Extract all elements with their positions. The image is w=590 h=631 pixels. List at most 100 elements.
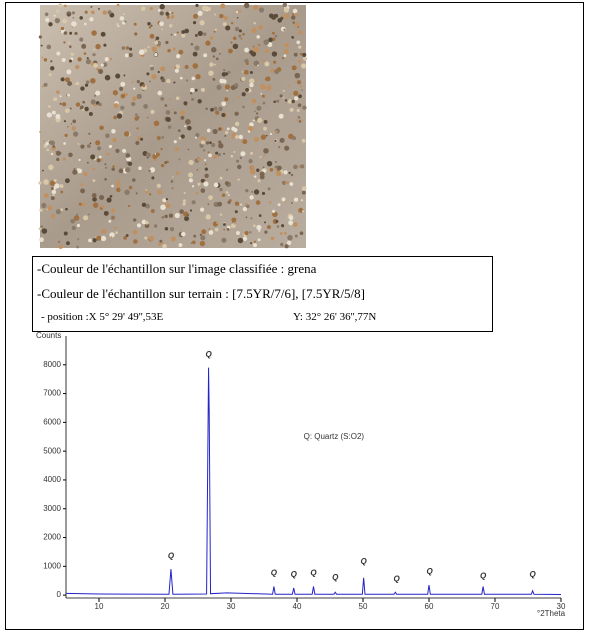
pebble [104, 178, 107, 181]
pebble [149, 236, 154, 241]
pebble [205, 167, 208, 170]
pebble [61, 77, 65, 81]
pebble [123, 75, 125, 77]
pebble [233, 44, 239, 50]
pebble [250, 152, 253, 155]
pebble [183, 199, 186, 202]
pebble [63, 158, 66, 161]
y-tick-label: 0 [57, 590, 62, 599]
pebble [123, 236, 127, 240]
pebble [110, 195, 113, 198]
pebble [145, 189, 147, 191]
pebble [224, 135, 226, 137]
pebble [94, 95, 96, 97]
pebble [263, 102, 266, 105]
pebble [279, 114, 284, 119]
pebble [101, 205, 104, 208]
pebble [201, 179, 205, 183]
pebble [190, 92, 192, 94]
pebble [213, 78, 216, 81]
pebble [173, 47, 176, 50]
pebble [161, 78, 165, 82]
pebble [282, 15, 285, 18]
pebble [135, 113, 138, 116]
pebble [202, 6, 208, 12]
pebble [295, 22, 300, 27]
pebble [79, 37, 83, 41]
peak-label: Q [480, 572, 487, 581]
pebble [38, 181, 41, 184]
pebble [300, 53, 303, 56]
pebble [52, 111, 56, 115]
pebble [176, 54, 180, 58]
pebble [302, 210, 304, 212]
pebble [159, 21, 164, 26]
pebble [253, 47, 255, 49]
pebble [93, 168, 96, 171]
pebble [77, 57, 81, 61]
pebble [236, 11, 238, 13]
pebble [47, 149, 50, 152]
pebble [105, 167, 107, 169]
pebble [271, 237, 275, 241]
pebble [87, 144, 91, 148]
pebble [258, 44, 260, 46]
pebble [227, 128, 230, 131]
pebble [120, 82, 125, 87]
pebble [285, 181, 289, 185]
pebble [108, 10, 112, 14]
pebble [271, 14, 276, 19]
pebble [216, 222, 218, 224]
pebble [284, 54, 287, 57]
pebble [110, 58, 112, 60]
pebble [250, 217, 252, 219]
pebble [266, 135, 268, 137]
pebble [59, 152, 62, 155]
pebble [227, 71, 230, 74]
pebble [251, 52, 256, 57]
pebble [96, 236, 101, 241]
pebble [120, 16, 125, 21]
pebble [69, 32, 72, 35]
pebble [132, 81, 134, 83]
pebble [290, 93, 292, 95]
pebble [223, 22, 227, 26]
pebble [175, 213, 180, 218]
pebble [56, 151, 58, 153]
pebble [175, 69, 179, 73]
peak-label: Q [394, 574, 401, 583]
pebble [123, 13, 125, 15]
pebble [115, 73, 120, 78]
pebble [150, 110, 154, 114]
pebble [216, 57, 219, 60]
pebble [147, 46, 149, 48]
pebble [132, 96, 137, 101]
pebble [165, 104, 168, 107]
pebble [74, 215, 79, 220]
pebble [267, 225, 271, 229]
pebble [80, 189, 85, 194]
pebble [254, 111, 256, 113]
pebble [115, 231, 118, 234]
pebble [175, 64, 180, 69]
pebble [81, 183, 84, 186]
pebble [233, 151, 235, 153]
pebble [48, 105, 51, 108]
pebble [72, 11, 75, 14]
pebble [253, 224, 256, 227]
pebble [173, 81, 175, 83]
pebble [77, 224, 80, 227]
pebble [190, 88, 195, 93]
pebble [176, 171, 179, 174]
pebble [126, 46, 129, 49]
pebble [166, 110, 171, 115]
pebble [223, 223, 226, 226]
pebble [67, 81, 72, 86]
pebble [93, 179, 96, 182]
pebble [280, 243, 283, 246]
pebble [302, 106, 306, 110]
pebble [89, 112, 93, 116]
pebble [213, 107, 217, 111]
pebble [75, 83, 77, 85]
pebble [116, 183, 120, 187]
